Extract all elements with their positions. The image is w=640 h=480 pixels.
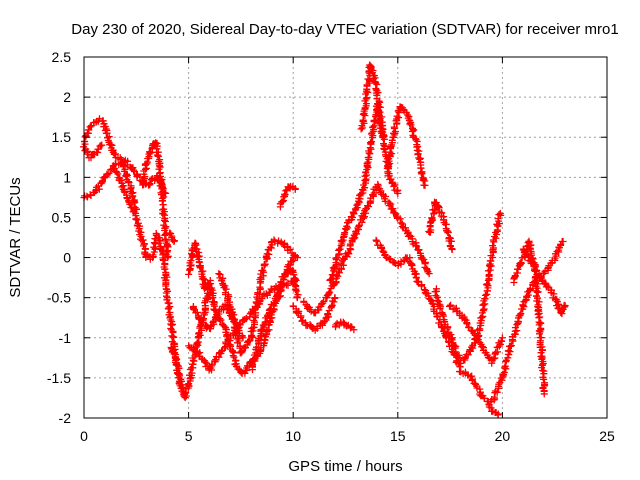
data-layer — [80, 61, 569, 419]
x-tick-label: 15 — [390, 428, 406, 444]
data-point-markers — [289, 294, 339, 334]
y-tick-label: 0 — [63, 250, 71, 266]
data-series — [248, 265, 302, 374]
x-tick-label: 20 — [495, 428, 511, 444]
data-series — [289, 294, 339, 334]
x-axis-label: GPS time / hours — [288, 458, 402, 475]
data-series — [425, 198, 456, 254]
data-point-markers — [519, 245, 569, 318]
y-tick-label: 0.5 — [52, 209, 72, 225]
data-point-markers — [357, 61, 388, 141]
data-point-markers — [372, 236, 502, 419]
data-point-markers — [384, 103, 429, 189]
chart-title: Day 230 of 2020, Sidereal Day-to-day VTE… — [71, 21, 618, 38]
data-point-markers — [487, 238, 567, 405]
x-tick-label: 10 — [285, 428, 301, 444]
data-point-markers — [139, 139, 172, 262]
data-series — [215, 236, 301, 357]
y-tick-label: 2 — [63, 89, 71, 105]
data-series — [519, 245, 569, 318]
y-tick-label: -1 — [59, 330, 72, 346]
x-tick-label: 0 — [80, 428, 88, 444]
y-tick-label: 1.5 — [52, 129, 72, 145]
data-series — [276, 182, 299, 211]
data-point-markers — [81, 141, 106, 162]
data-point-markers — [431, 209, 505, 367]
data-series — [81, 141, 106, 162]
data-point-markers — [300, 229, 360, 317]
data-point-markers — [425, 198, 456, 254]
data-series — [357, 61, 388, 141]
data-series — [446, 301, 506, 367]
data-point-markers — [215, 236, 301, 357]
data-point-markers — [167, 286, 214, 402]
data-series — [110, 165, 184, 390]
plot-frame — [83, 56, 608, 419]
data-series — [167, 286, 214, 402]
data-point-markers — [352, 180, 433, 278]
data-series — [384, 103, 429, 189]
data-point-markers — [248, 265, 302, 374]
data-series — [372, 236, 502, 419]
data-point-markers — [166, 229, 178, 246]
y-axis-label: SDTVAR / TECUs — [7, 177, 24, 297]
data-point-markers — [332, 318, 358, 334]
x-tick-label: 25 — [599, 428, 615, 444]
data-series — [332, 318, 358, 334]
data-series — [352, 180, 433, 278]
y-tick-label: -0.5 — [47, 290, 71, 306]
y-tick-label: -2 — [59, 410, 72, 426]
data-series — [300, 229, 360, 317]
data-series — [166, 229, 178, 246]
data-series — [139, 139, 172, 262]
y-tick-label: 1 — [63, 169, 71, 185]
data-point-markers — [276, 182, 299, 211]
y-tick-label: 2.5 — [52, 49, 72, 65]
tick-layer: 0 5 10 15 20 25 -2 -1.5 -1 -0.5 0 0.5 1 1.5 2 2.5 — [47, 49, 615, 444]
data-point-markers — [446, 301, 506, 367]
data-series — [431, 209, 505, 367]
data-series — [487, 238, 567, 405]
data-point-markers — [110, 165, 184, 390]
y-tick-label: -1.5 — [47, 370, 71, 386]
x-tick-label: 5 — [185, 428, 193, 444]
